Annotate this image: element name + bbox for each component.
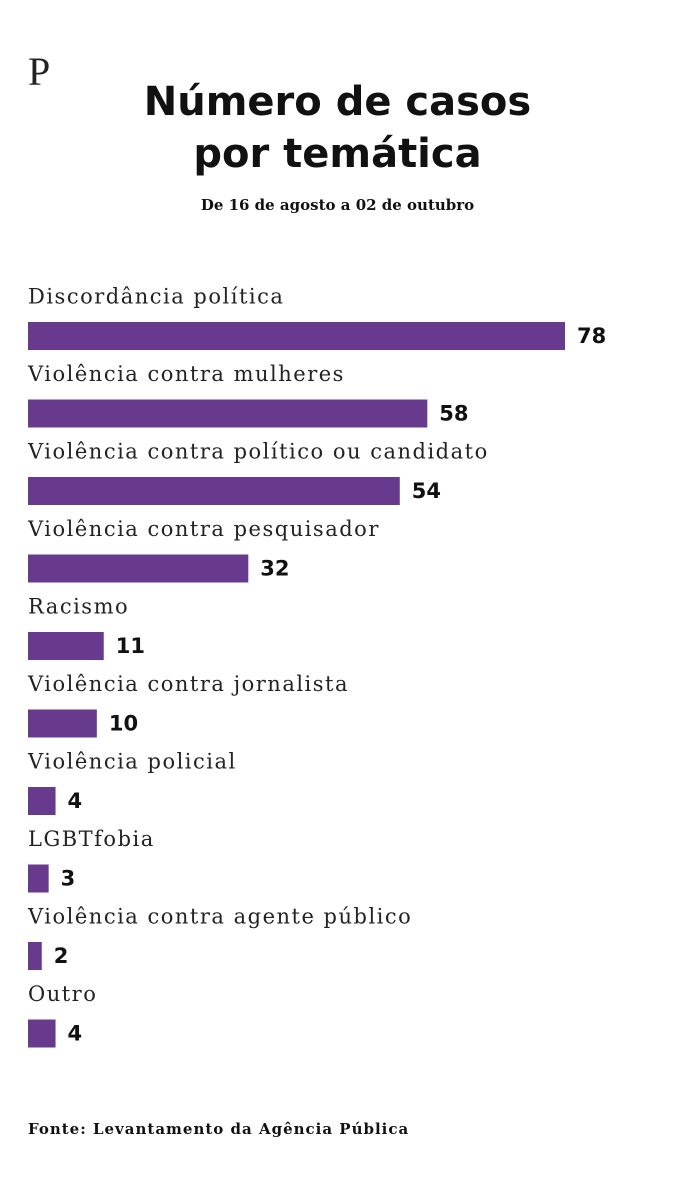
value-label: 4 [68, 1022, 83, 1046]
category-label: Violência contra jornalista [27, 672, 349, 696]
value-label: 32 [260, 557, 289, 581]
value-label: 54 [412, 479, 441, 503]
bar [28, 1019, 56, 1048]
source: Fonte: Levantamento da Agência Pública [28, 1120, 410, 1138]
bar [28, 942, 42, 970]
value-label: 11 [116, 634, 145, 658]
bar [28, 554, 249, 583]
bar [28, 709, 97, 738]
category-label: Violência contra agente público [27, 905, 412, 929]
category-label: LGBTfobia [28, 827, 155, 851]
value-label: 3 [61, 867, 76, 891]
bar [28, 477, 400, 505]
category-label: Violência policial [27, 750, 237, 774]
bar [28, 632, 104, 660]
chart-title: Número de casos por temática [143, 79, 532, 177]
category-label: Violência contra mulheres [27, 362, 345, 386]
category-label: Violência contra político ou candidato [27, 440, 489, 464]
value-label: 10 [109, 712, 138, 736]
category-label: Outro [28, 982, 97, 1006]
category-label: Racismo [28, 595, 129, 619]
category-label: Violência contra pesquisador [27, 517, 380, 541]
value-label: 78 [577, 324, 606, 348]
bar [28, 787, 56, 815]
category-label: Discordância política [28, 285, 284, 309]
value-label: 4 [68, 789, 83, 813]
logo: P [28, 49, 51, 94]
chart-subtitle: De 16 de agosto a 02 de outubro [200, 196, 475, 214]
value-label: 58 [439, 402, 468, 426]
bar [28, 399, 428, 428]
value-label: 2 [54, 944, 69, 968]
bar [28, 864, 49, 893]
title-wrap: Número de casos por temática [0, 76, 675, 180]
bar [28, 322, 565, 350]
